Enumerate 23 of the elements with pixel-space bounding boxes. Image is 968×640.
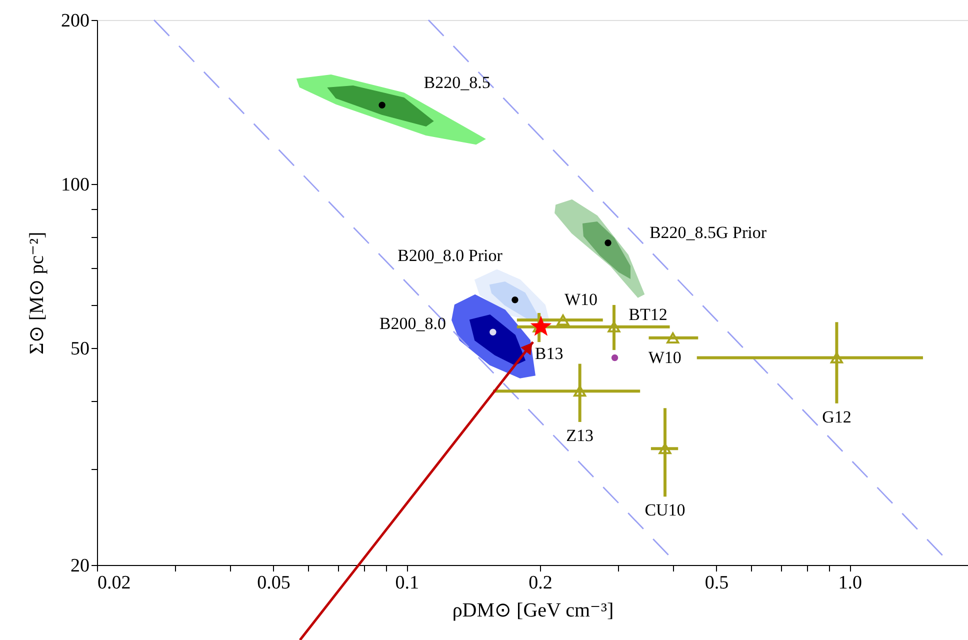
text: CU10	[644, 500, 686, 520]
x-axis-title: ρDM⊙ [GeV cm⁻³]	[452, 600, 614, 622]
series-label: B200_8.0	[379, 314, 446, 334]
series-label: Z13	[566, 426, 594, 445]
x-tick-label: 0.05	[257, 572, 290, 594]
x-tick-label: 0.1	[395, 572, 420, 594]
text: B220_8.5G Prior	[649, 222, 767, 242]
series-label: B13	[534, 344, 564, 363]
x-tick-label: 0.02	[98, 572, 131, 594]
x-tick-label: 1.0	[838, 572, 862, 594]
y-tick-label: 200	[61, 10, 90, 32]
y-tick-label: 20	[70, 556, 90, 576]
series-label: B200_8.0 Prior	[398, 246, 503, 265]
y-axis-title: Σ⊙ [M⊙ pc⁻²]	[26, 232, 48, 354]
series-label: W10	[564, 290, 598, 310]
series-label: BT12	[628, 304, 668, 324]
x-tick-label: 0.2	[528, 572, 552, 594]
y-tick-label: 50	[70, 338, 90, 360]
y-tick-label: 100	[61, 174, 90, 196]
text: G12	[822, 407, 852, 426]
text: B220_8.5	[424, 73, 490, 92]
series-label: W10	[648, 348, 682, 367]
x-tick-label: 0.5	[704, 572, 729, 594]
